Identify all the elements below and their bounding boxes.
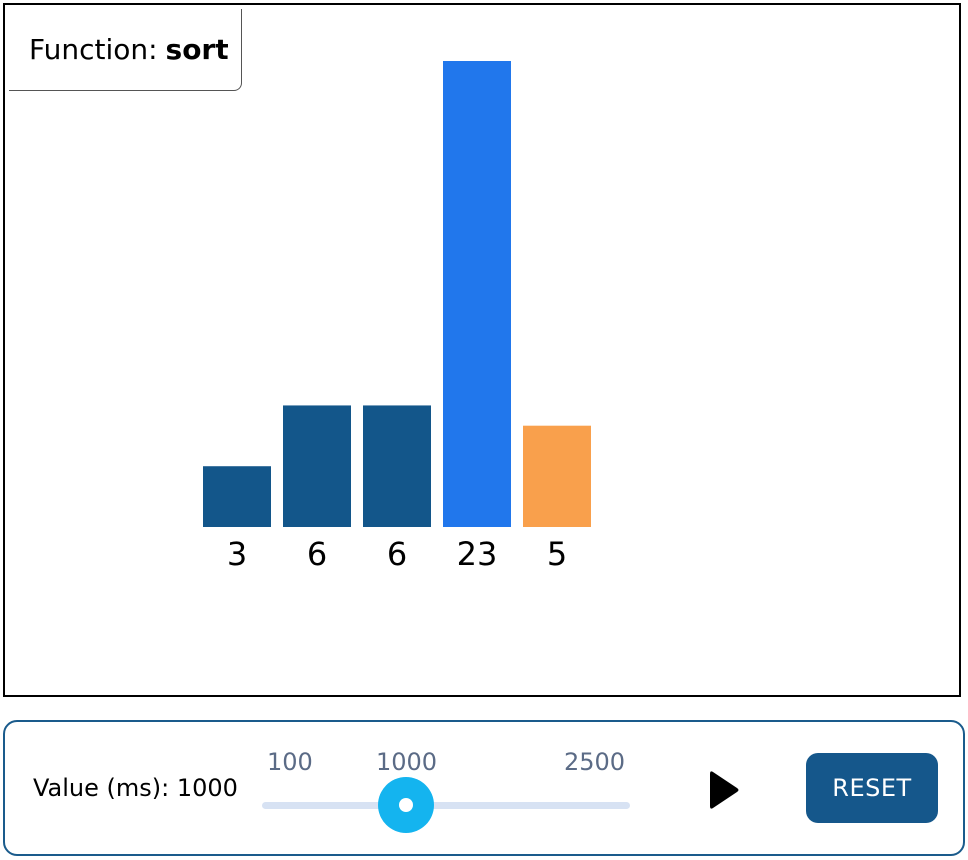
slider-min-label: 100 xyxy=(267,748,313,776)
bar-label-0: 3 xyxy=(227,535,247,573)
speed-value-label: Value (ms): 1000 xyxy=(33,774,238,802)
play-button[interactable] xyxy=(709,769,741,811)
bar-0 xyxy=(203,466,271,527)
bar-label-3: 23 xyxy=(457,535,498,573)
speed-slider-thumb[interactable] xyxy=(378,777,434,833)
bar-3 xyxy=(443,61,511,527)
bar-chart: 3 6 6 23 5 xyxy=(203,61,591,573)
controls-panel: Value (ms): 1000 100 1000 2500 RESET xyxy=(3,720,965,856)
bar-label-1: 6 xyxy=(307,535,327,573)
function-name: sort xyxy=(165,33,229,66)
slider-max-label: 2500 xyxy=(564,748,626,776)
slider-thumb-dot xyxy=(399,798,413,812)
speed-slider-track[interactable] xyxy=(262,802,630,809)
bar-2 xyxy=(363,405,431,527)
reset-button[interactable]: RESET xyxy=(806,753,938,823)
bar-1 xyxy=(283,405,351,527)
bar-4 xyxy=(523,425,591,527)
play-icon xyxy=(710,771,739,809)
bar-label-4: 5 xyxy=(547,535,567,573)
function-label: Function: xyxy=(29,33,158,66)
bar-label-2: 6 xyxy=(387,535,407,573)
function-label-box: Function: sort xyxy=(9,9,242,91)
visualization-canvas: Function: sort 3 6 6 23 5 xyxy=(3,3,961,697)
slider-current-label: 1000 xyxy=(376,748,438,776)
